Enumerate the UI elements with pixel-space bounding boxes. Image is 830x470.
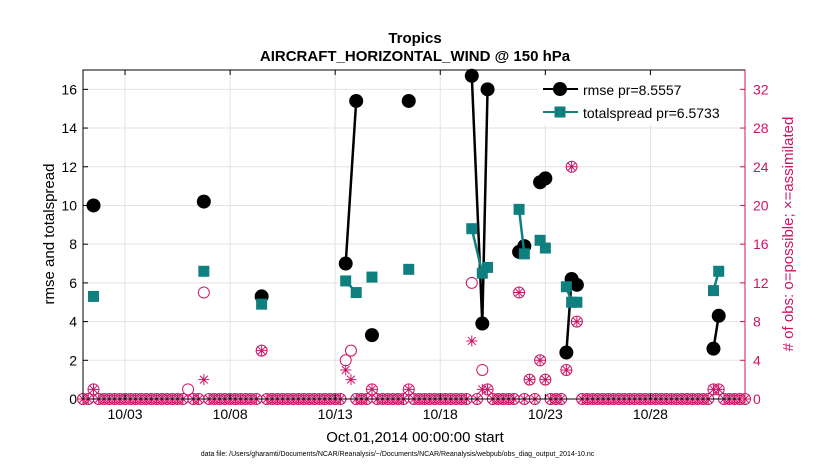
- legend-box: [538, 76, 738, 125]
- totalspread-point: [518, 248, 530, 260]
- y2-tick-label: 24: [753, 159, 769, 175]
- obs-assimilated-marker: [571, 316, 583, 328]
- totalspread-point: [482, 261, 494, 273]
- rmse-point: [480, 82, 495, 97]
- rmse-point: [338, 256, 353, 271]
- rmse-point: [711, 308, 726, 323]
- rmse-point: [401, 93, 416, 108]
- totalspread-point: [539, 242, 551, 254]
- totalspread-point: [707, 285, 719, 297]
- chart-subtitle: AIRCRAFT_HORIZONTAL_WIND @ 150 hPa: [260, 48, 571, 65]
- obs-possible-marker: [182, 383, 195, 396]
- totalspread-point: [713, 265, 725, 277]
- y2-tick-label: 0: [753, 391, 761, 407]
- rmse-point: [559, 345, 574, 360]
- obs-assimilated-marker: [534, 354, 546, 366]
- totalspread-point: [256, 298, 268, 310]
- y-axis-label: rmse and totalspread: [41, 164, 58, 305]
- data-file-footer: data file: /Users/gharamti/Documents/NCA…: [200, 451, 595, 458]
- axes: 10/03 10/08 10/13 10/18 10/23 10/280246810121…: [61, 70, 769, 422]
- x-tick-label: 10/13: [318, 406, 353, 422]
- totalspread-point: [198, 265, 210, 277]
- y-tick-label: 4: [69, 314, 77, 330]
- totalspread-point: [571, 296, 583, 308]
- obs-assimilated-marker: [366, 383, 378, 395]
- totalspread-point: [560, 281, 572, 293]
- x-tick-label: 10/23: [528, 406, 563, 422]
- totalspread-point: [466, 223, 478, 235]
- y-tick-label: 0: [69, 391, 77, 407]
- rmse-point: [196, 194, 211, 209]
- obs-assimilated-marker: [560, 364, 572, 376]
- obs-assimilated-marker: [256, 345, 268, 357]
- obs-assimilated-marker: [466, 335, 478, 347]
- rmse-point: [86, 198, 101, 213]
- x-tick-label: 10/03: [108, 406, 143, 422]
- x-tick-label: 10/18: [423, 406, 458, 422]
- legend-spread-label: totalspread pr=6.5733: [583, 105, 720, 121]
- totalspread-point: [350, 287, 362, 299]
- rmse-point: [538, 171, 553, 186]
- legend-rmse-marker: [553, 82, 567, 96]
- obs-assimilated-marker: [513, 287, 525, 299]
- series-lines: [86, 68, 726, 360]
- obs-possible-marker: [465, 276, 478, 289]
- rmse-point: [475, 316, 490, 331]
- totalspread-point: [513, 203, 525, 215]
- obs-possible-marker: [197, 286, 210, 299]
- obs-assimilated-marker: [566, 161, 578, 173]
- rmse-line: [344, 100, 358, 264]
- totalspread-point: [403, 263, 415, 275]
- y2-tick-label: 12: [753, 275, 769, 291]
- legend-spread-marker: [554, 106, 566, 118]
- rmse-point: [706, 341, 721, 356]
- totalspread-line: [517, 209, 526, 254]
- obs-assimilated-marker: [88, 383, 100, 395]
- obs-possible-marker: [476, 363, 489, 376]
- obs-assimilated-marker: [345, 374, 357, 386]
- legend: rmse pr=8.5557 totalspread pr=6.5733: [538, 76, 738, 125]
- rmse-line: [470, 75, 489, 324]
- y-tick-label: 6: [69, 275, 77, 291]
- y2-tick-label: 8: [753, 314, 761, 330]
- y-tick-label: 10: [61, 197, 77, 213]
- obs-assimilated-marker: [524, 374, 536, 386]
- legend-rmse-label: rmse pr=8.5557: [583, 82, 682, 98]
- totalspread-point: [340, 275, 352, 287]
- y-tick-label: 2: [69, 352, 77, 368]
- y2-axis-label: # of obs: o=possible; ×=assimilated: [780, 117, 797, 352]
- totalspread-point: [476, 267, 488, 279]
- rmse-point: [349, 93, 364, 108]
- chart-title: Tropics: [388, 30, 441, 47]
- x-tick-label: 10/08: [213, 406, 248, 422]
- obs-assimilated-marker: [403, 383, 415, 395]
- rmse-point: [569, 277, 584, 292]
- y-tick-label: 8: [69, 236, 77, 252]
- rmse-point: [464, 68, 479, 83]
- y2-tick-label: 4: [753, 352, 761, 368]
- y2-tick-label: 28: [753, 120, 769, 136]
- y2-tick-label: 20: [753, 197, 769, 213]
- obs-possible-marker: [344, 344, 357, 357]
- totalspread-point: [88, 290, 100, 302]
- obs-assimilated-marker: [198, 374, 210, 386]
- y-tick-label: 16: [61, 81, 77, 97]
- obs-assimilated-marker: [340, 364, 352, 376]
- y-tick-label: 14: [61, 120, 77, 136]
- obs-assimilated-marker: [482, 383, 494, 395]
- x-tick-label: 10/28: [633, 406, 668, 422]
- y-tick-label: 12: [61, 159, 77, 175]
- obs-assimilated-marker: [539, 374, 551, 386]
- y2-tick-label: 16: [753, 236, 769, 252]
- rmse-point: [364, 328, 379, 343]
- totalspread-point: [366, 271, 378, 283]
- y2-tick-label: 32: [753, 81, 769, 97]
- totalspread-point: [534, 234, 546, 246]
- x-axis-label: Oct.01,2014 00:00:00 start: [326, 429, 504, 446]
- obs-assimilated-marker: [713, 383, 725, 395]
